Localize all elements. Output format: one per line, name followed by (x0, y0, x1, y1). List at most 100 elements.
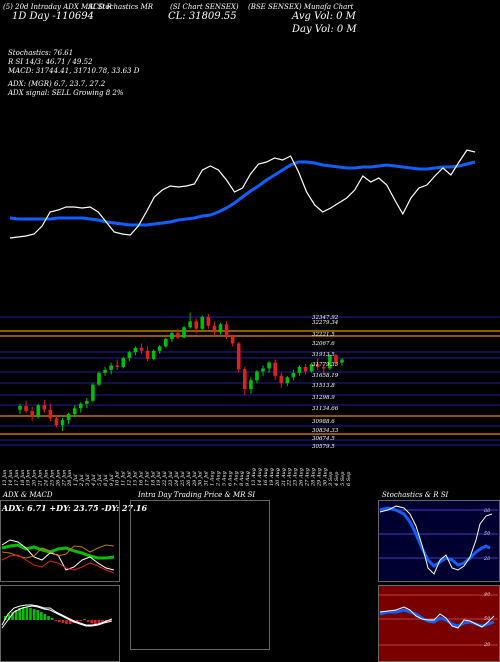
stoch-white-line (379, 505, 493, 575)
date-label: 18 Jul (150, 471, 156, 486)
date-label: 26 Aug (299, 468, 305, 487)
date-label: 16 Aug (263, 468, 269, 486)
price-level-label: 30674.5 (312, 436, 335, 442)
intraday-title: Intra Day Trading Price & MR SI (138, 491, 256, 499)
date-label: 23 Aug (293, 468, 299, 487)
candle-body (194, 321, 198, 329)
candle-body (218, 324, 223, 333)
price-level-label: 30988.6 (312, 419, 335, 425)
candle-body (91, 384, 95, 401)
candle-body (109, 365, 113, 370)
moving-average-line (9, 160, 476, 227)
date-label: 5 Jul (97, 474, 103, 486)
candle-body (309, 364, 314, 372)
macd-histogram-bar (86, 620, 90, 622)
date-label: 23 Jul (168, 471, 174, 487)
macd-histogram-bar (50, 618, 54, 620)
date-label: 30 Jul (198, 471, 204, 486)
date-label: 21 Jun (38, 470, 44, 487)
date-label: 10 Jul (115, 471, 121, 486)
candle-body (72, 408, 77, 415)
adx-macd-title: ADX & MACD (3, 491, 53, 499)
candle-body (261, 368, 265, 372)
close-price: CL: 31809.55 (168, 11, 237, 22)
date-label: 11 Jul (121, 471, 127, 486)
candle-body (30, 411, 34, 418)
date-label: 12 Jul (127, 471, 133, 486)
price-level-label: 31134.66 (312, 406, 339, 412)
date-label: 30 Aug (322, 468, 328, 486)
date-label: 8 Jul (103, 474, 109, 486)
date-label: 25 Jun (49, 470, 55, 487)
date-label: 29 Jul (192, 471, 198, 487)
date-label: 22 Jul (162, 471, 168, 487)
macd-histogram-bar (18, 608, 21, 620)
candle-body (176, 333, 180, 338)
date-label: 3 Jul (85, 474, 91, 486)
price-level-label: 30834.33 (312, 428, 339, 434)
date-label: 19 Aug (269, 468, 275, 486)
candle-body (121, 358, 126, 367)
day-volume: Day Vol: 0 M (292, 24, 357, 35)
candle-body (97, 372, 101, 385)
candle-body (48, 409, 53, 419)
price-level-label: 32067.6 (312, 341, 335, 347)
candle-body (42, 405, 47, 410)
adx-signal-readout: ADX signal: SELL Growing 8 2% (8, 89, 124, 97)
rsi-blue-line (379, 608, 495, 628)
price-level-label: 31779.35 (312, 362, 339, 368)
date-label: 9 Jul (109, 474, 115, 486)
candle-body (182, 327, 186, 338)
price-line (9, 149, 476, 239)
candle-body (236, 343, 241, 370)
date-label: 20 Jun (32, 470, 38, 487)
date-label: 6 Sep (346, 471, 352, 486)
date-label: 27 Jun (61, 470, 67, 487)
date-label: 18 Jun (20, 470, 26, 486)
candle-body (334, 355, 338, 363)
rsi-panel (378, 585, 500, 662)
date-label: 21 Aug (281, 468, 287, 487)
stoch-level-20: 20 (484, 556, 491, 562)
candle-body (230, 336, 235, 344)
date-label: 17 Jun (14, 470, 20, 486)
date-label: 1 Jul (73, 474, 79, 486)
macd-histogram-bar (25, 607, 29, 620)
candle-body (85, 400, 89, 404)
date-label: 24 Jun (44, 470, 50, 487)
date-label: 5 Sep (340, 471, 346, 486)
date-label: 28 Aug (310, 468, 316, 487)
macd-histogram-bar (83, 619, 86, 620)
macd-histogram-bar (97, 620, 101, 623)
price-level-label: 31658.19 (312, 373, 339, 379)
candle-body (66, 414, 71, 420)
macd-signal-line (1, 605, 113, 629)
adx-white-line (1, 539, 115, 571)
candle-body (303, 366, 308, 372)
date-label: 5 Aug (221, 471, 227, 486)
candle-body (78, 403, 83, 409)
date-label: 29 Aug (316, 468, 322, 487)
stochastics-title: Stochastics & R SI (382, 491, 449, 499)
date-label: 2 Jul (79, 474, 85, 487)
candle-body (206, 316, 211, 326)
candle-body (291, 372, 296, 378)
macd-histogram-bar (76, 620, 79, 622)
candle-body (133, 347, 138, 353)
header-topline2: SI Stochastics MR (88, 3, 154, 11)
candle-body (255, 371, 259, 381)
adx-panel (0, 500, 120, 582)
date-label: 17 Jul (144, 471, 150, 486)
header-topline4: (BSE SENSEX) Munafa Chart (248, 3, 354, 11)
candle-body (321, 366, 326, 369)
macd-histogram-bar (101, 620, 104, 622)
stoch-detail-readout: R SI 14/3: 46.71 / 49.52 (8, 58, 93, 66)
candle-body (297, 366, 302, 373)
day-change: 1D Day -110694 (12, 11, 94, 22)
date-label: 2 Aug (216, 471, 222, 487)
macd-histogram-bar (65, 620, 68, 624)
candle-body (212, 325, 217, 333)
price-level-label: 30579.5 (312, 444, 335, 450)
adx-readout: ADX: (MGR) 6.7, 23.7, 27.2 (8, 80, 106, 88)
